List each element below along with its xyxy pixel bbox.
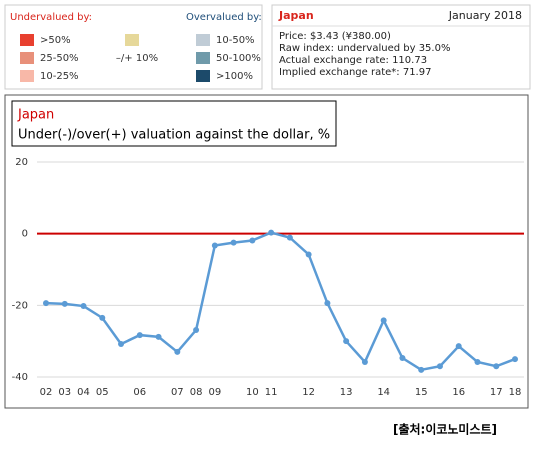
y-tick-label: 20 [15,157,28,168]
legend-swatch [196,52,210,64]
legend-swatch [20,52,34,64]
y-tick-label: 0 [22,229,28,240]
info-line: Raw index: undervalued by 35.0% [279,43,450,54]
x-tick-label: 05 [96,387,109,398]
legend-label: 25-50% [40,53,79,64]
data-point [43,300,49,307]
info-country: Japan [278,9,314,22]
chart-box [4,94,529,409]
x-tick-label: 02 [40,387,53,398]
data-point [80,303,87,310]
x-tick-label: 14 [377,387,390,398]
info-box [271,4,531,90]
legend-swatch [125,34,139,46]
x-tick-label: 11 [265,387,278,398]
data-line [45,231,516,372]
info-line: Price: $3.43 (¥380.00) [279,31,391,42]
legend-label: >50% [40,35,71,46]
data-point [343,338,350,345]
data-point [418,366,425,373]
title-box [11,100,337,147]
legend-label: >100% [216,71,253,82]
x-tick-label: 18 [509,387,522,398]
x-tick-label: 03 [58,387,71,398]
x-tick-label: 08 [190,387,203,398]
legend-swatch [20,70,34,82]
data-point [512,356,518,363]
overvalued-title: Overvalued by: [186,12,262,23]
data-point [455,343,462,350]
data-point [99,314,106,321]
data-point [193,327,200,334]
legend-label: 10-50% [216,35,255,46]
y-tick-label: -20 [12,300,28,311]
data-point [493,363,500,370]
info-date: January 2018 [448,9,522,22]
x-tick-label: 09 [208,387,221,398]
legend-label: 10-25% [40,71,79,82]
data-point [155,333,162,340]
data-point [305,251,312,258]
data-point [474,358,481,365]
x-tick-label: 06 [133,387,146,398]
x-tick-label: 07 [171,387,184,398]
data-point [399,355,406,362]
data-point [249,237,256,244]
x-tick-label: 04 [77,387,90,398]
legend-box [4,4,263,90]
data-point [436,363,443,370]
source: [출처:이코노미스트] [393,422,497,437]
x-tick-label: 16 [452,387,465,398]
x-tick-label: 15 [415,387,428,398]
chart-country: Japan [17,108,54,123]
data-point [174,348,181,355]
data-point [211,242,218,249]
legend-label: 50-100% [216,53,261,64]
info-line: Actual exchange rate: 110.73 [279,55,427,66]
data-point [136,332,143,339]
x-tick-label: 10 [246,387,259,398]
chart-title: Under(-)/over(+) valuation against the d… [18,128,330,143]
legend-label: –/+ 10% [116,53,158,64]
legend-swatch [20,34,34,46]
undervalued-title: Undervalued by: [10,12,92,23]
info-line: Implied exchange rate*: 71.97 [279,67,431,78]
data-point [324,300,331,307]
x-tick-label: 12 [302,387,315,398]
y-tick-label: -40 [12,372,28,383]
data-point [286,234,293,241]
data-point [61,300,68,307]
legend-swatch [196,34,210,46]
data-point [361,358,368,365]
data-point [268,229,275,236]
x-tick-label: 13 [340,387,353,398]
data-point [118,341,125,348]
data-point [380,317,387,324]
legend-swatch [196,70,210,82]
x-tick-label: 17 [490,387,503,398]
data-point [230,239,237,246]
